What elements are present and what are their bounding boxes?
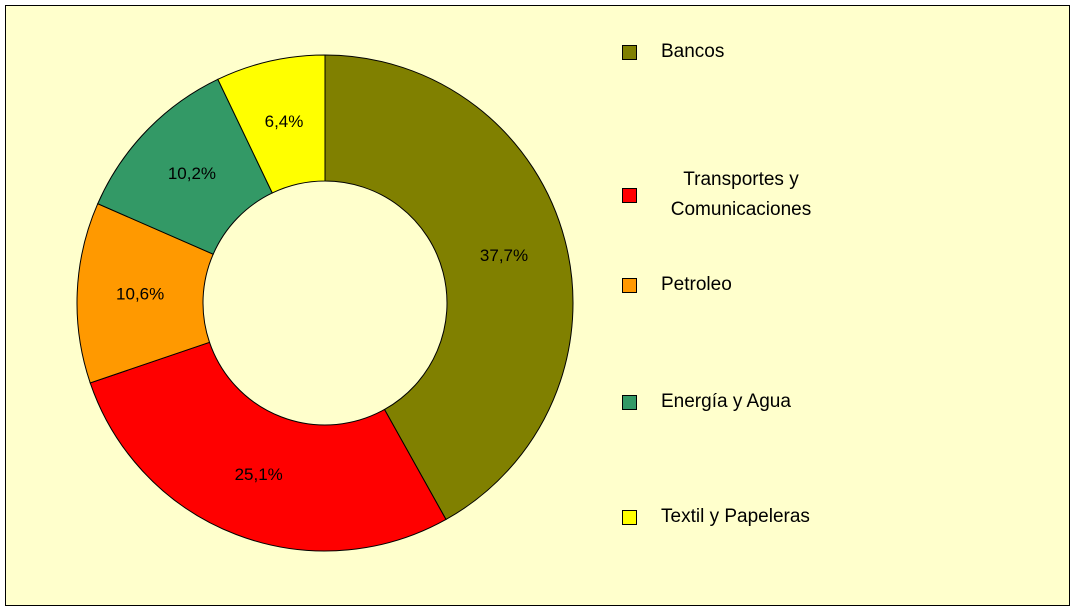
legend-label: Energía y Agua bbox=[661, 391, 791, 412]
legend-item: Textil y Papeleras bbox=[622, 502, 841, 532]
legend-swatch bbox=[622, 509, 637, 525]
legend-label: Textil y Papeleras bbox=[661, 506, 810, 527]
legend-label: Petroleo bbox=[661, 274, 732, 295]
legend-item: Bancos bbox=[622, 37, 841, 67]
legend-item: Transportes y Comunicaciones bbox=[622, 165, 831, 225]
legend-item: Petroleo bbox=[622, 270, 841, 300]
data-label: 10,6% bbox=[116, 285, 164, 304]
donut-slice bbox=[217, 54, 326, 194]
legend-swatch bbox=[622, 187, 637, 203]
legend-item: Energía y Agua bbox=[622, 387, 841, 417]
donut-slice bbox=[89, 341, 447, 552]
data-label: 10,2% bbox=[168, 164, 216, 183]
legend-swatch bbox=[622, 44, 637, 60]
data-label: 25,1% bbox=[235, 465, 283, 484]
legend-swatch bbox=[622, 394, 637, 410]
legend-label: Transportes y Comunicaciones bbox=[670, 169, 812, 220]
donut-slice bbox=[324, 54, 574, 521]
legend-label: Bancos bbox=[661, 41, 725, 62]
data-label: 6,4% bbox=[265, 112, 304, 131]
legend-swatch bbox=[622, 277, 637, 293]
data-label: 37,7% bbox=[480, 246, 528, 265]
